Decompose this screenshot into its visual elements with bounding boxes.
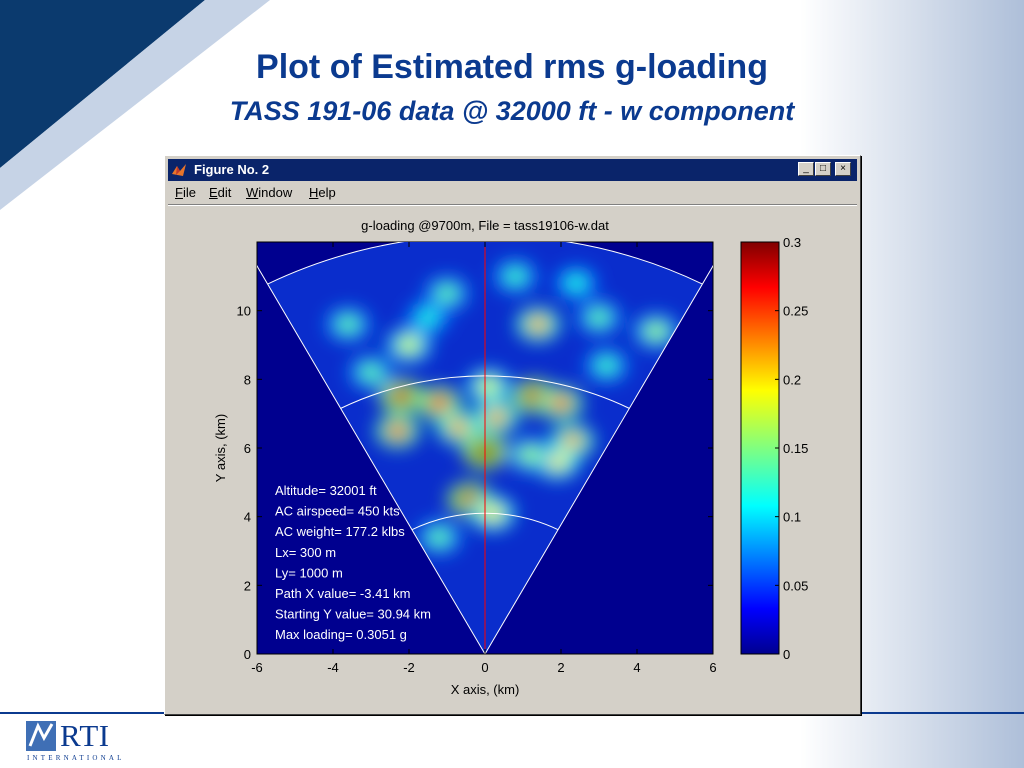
menu-separator bbox=[168, 204, 857, 206]
heatmap-cell-1 bbox=[386, 421, 409, 440]
maximize-button[interactable]: □ bbox=[815, 162, 831, 176]
annotation-line-5: Path X value= -3.41 km bbox=[275, 586, 411, 601]
figure-window: Figure No. 2 _ □ × File Edit Window Help bbox=[164, 155, 861, 715]
minimize-button[interactable]: _ bbox=[798, 162, 814, 176]
x-tick-label-5: 4 bbox=[633, 660, 640, 675]
heatmap-cell-19 bbox=[504, 267, 527, 286]
annotation-line-2: AC weight= 177.2 klbs bbox=[275, 524, 405, 539]
y-axis-label: Y axis, (km) bbox=[213, 414, 228, 482]
heatmap-cell-3 bbox=[447, 418, 470, 437]
colorbar-tick-label-3: 0.15 bbox=[783, 441, 808, 456]
heatmap-cell-16 bbox=[527, 315, 550, 334]
logo-subtext: INTERNATIONAL bbox=[27, 754, 125, 762]
menu-window[interactable]: Window bbox=[246, 185, 293, 200]
x-tick-label-3: 0 bbox=[481, 660, 488, 675]
y-tick-label-5: 10 bbox=[237, 304, 251, 319]
window-title: Figure No. 2 bbox=[194, 162, 270, 177]
y-tick-label-2: 4 bbox=[244, 510, 251, 525]
chart-title: g-loading @9700m, File = tass19106-w.dat bbox=[361, 218, 609, 233]
slide-title: Plot of Estimated rms g-loading bbox=[256, 48, 768, 86]
annotation-line-7: Max loading= 0.3051 g bbox=[275, 627, 407, 642]
colorbar-tick-label-5: 0.25 bbox=[783, 304, 808, 319]
annotation-line-0: Altitude= 32001 ft bbox=[275, 483, 377, 498]
sector-edge-right bbox=[484, 265, 713, 654]
heatmap-cell-18 bbox=[436, 284, 458, 303]
annotation-line-4: Ly= 1000 m bbox=[275, 565, 343, 580]
plot-canvas: g-loading @9700m, File = tass19106-w.dat… bbox=[213, 218, 808, 697]
x-tick-label-2: -2 bbox=[403, 660, 415, 675]
heatmap-cell-21 bbox=[645, 322, 667, 341]
range-ring-2 bbox=[267, 242, 703, 285]
menubar: File Edit Window Help bbox=[168, 182, 857, 204]
menu-file[interactable]: File bbox=[175, 185, 196, 200]
logo-text: RTI bbox=[60, 718, 110, 753]
y-tick-label-1: 2 bbox=[244, 578, 251, 593]
heatmap-cell-6 bbox=[477, 377, 500, 396]
colorbar-tick-label-0: 0 bbox=[783, 647, 790, 662]
annotation-line-1: AC airspeed= 450 kts bbox=[275, 504, 400, 519]
x-tick-label-6: 6 bbox=[709, 660, 716, 675]
colorbar-tick-label-4: 0.2 bbox=[783, 372, 801, 387]
y-tick-label-4: 8 bbox=[244, 372, 251, 387]
sector-edge-left bbox=[257, 265, 486, 654]
colorbar-tick-label-2: 0.1 bbox=[783, 510, 801, 525]
heatmap-cell-15 bbox=[398, 336, 420, 354]
heatmap-cell-17 bbox=[337, 315, 360, 334]
x-tick-label-4: 2 bbox=[557, 660, 564, 675]
close-button[interactable]: × bbox=[835, 162, 851, 176]
menu-help[interactable]: Help bbox=[309, 185, 336, 200]
colorbar-tick-label-6: 0.3 bbox=[783, 235, 801, 250]
heatmap-cell-11 bbox=[561, 432, 584, 451]
y-tick-label-3: 6 bbox=[244, 441, 251, 456]
heatmap-cell-20 bbox=[588, 308, 610, 327]
colorbar-tick-label-1: 0.05 bbox=[783, 578, 808, 593]
x-axis-label: X axis, (km) bbox=[451, 682, 520, 697]
heatmap-cell-23 bbox=[428, 528, 451, 547]
slide-subtitle: TASS 191-06 data @ 32000 ft - w componen… bbox=[229, 96, 795, 126]
heatmap-cell-24 bbox=[417, 308, 439, 327]
heatmap-cell-14 bbox=[360, 363, 382, 382]
heatmap-cell-2 bbox=[428, 394, 451, 413]
rti-logo-mark bbox=[26, 721, 56, 751]
heatmap-cell-0 bbox=[390, 387, 413, 406]
x-tick-label-0: -6 bbox=[251, 660, 263, 675]
y-tick-label-0: 0 bbox=[244, 647, 251, 662]
matlab-icon bbox=[172, 164, 186, 176]
heatmap-cell-25 bbox=[565, 274, 588, 293]
menu-edit[interactable]: Edit bbox=[209, 185, 232, 200]
annotation-line-3: Lx= 300 m bbox=[275, 545, 336, 560]
heatmap-cell-13 bbox=[519, 445, 542, 464]
colorbar bbox=[740, 241, 780, 655]
x-tick-label-1: -4 bbox=[327, 660, 339, 675]
heatmap-cell-10 bbox=[550, 394, 572, 413]
annotation-line-6: Starting Y value= 30.94 km bbox=[275, 607, 431, 622]
heatmap-cell-22 bbox=[595, 356, 618, 375]
window-titlebar[interactable]: Figure No. 2 _ □ × bbox=[168, 159, 857, 181]
heatmap-cell-5 bbox=[485, 408, 508, 427]
